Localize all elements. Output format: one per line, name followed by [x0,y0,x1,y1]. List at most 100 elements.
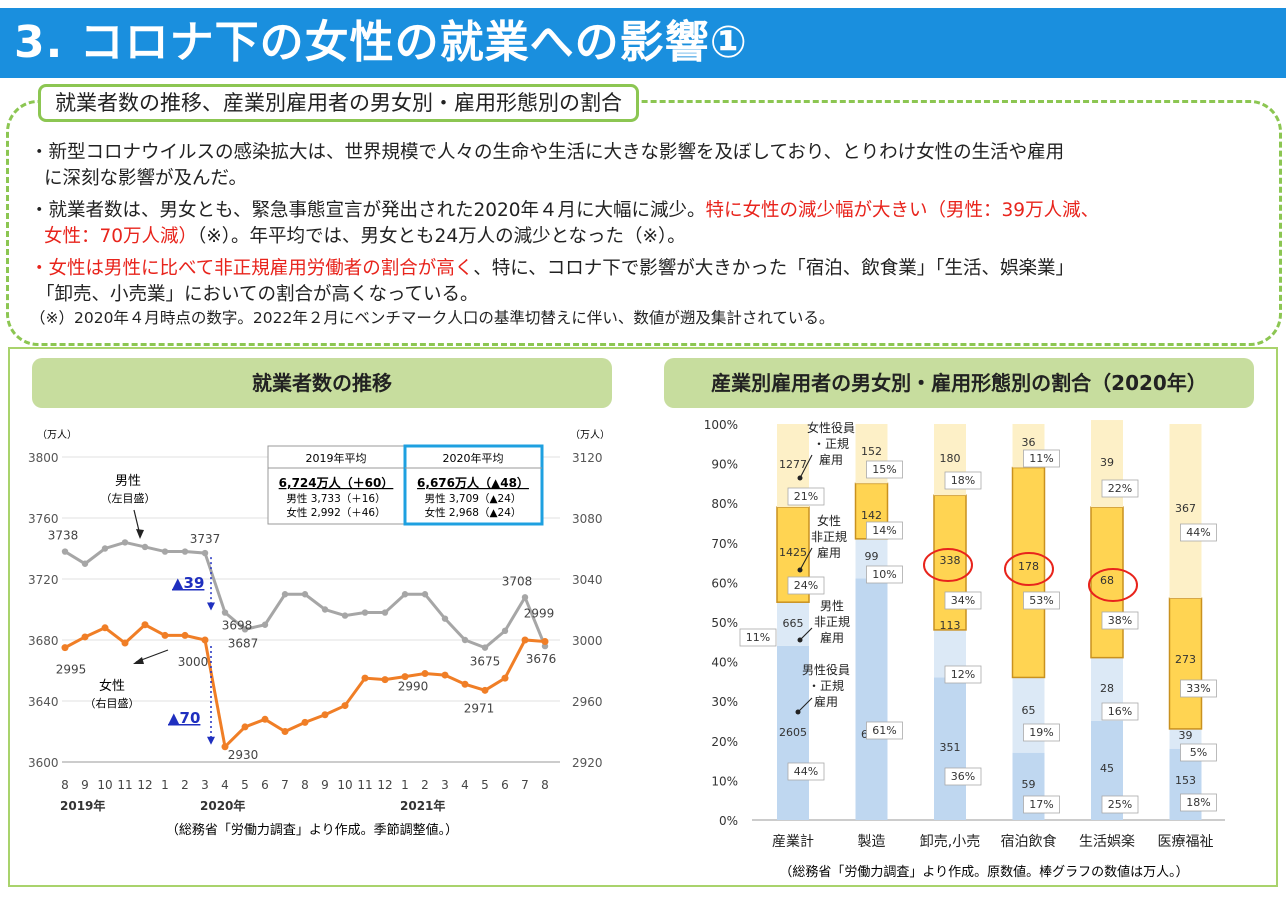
bar-segment-female-nonreg [1011,466,1046,679]
summary-2019-total: 6,724万人（＋60） [279,475,394,490]
bar-y-tick-label: 80% [711,497,738,511]
x-tick-label: 1 [401,778,409,792]
male-callout-arrow [136,529,144,539]
bar-y-tick-label: 20% [711,735,738,749]
y-left-tick-label: 3640 [28,695,59,709]
x-tick-label: 4 [461,778,469,792]
bar-percent-box [944,665,982,684]
x-tick-label: 7 [281,778,289,792]
bar-percent-label: 17% [1029,798,1053,811]
bar-percent-box [739,628,777,647]
series-callout-arrow [797,475,803,481]
y-right-tick-label: 3080 [572,512,603,526]
male-point [121,539,129,546]
male-point [401,591,409,598]
male-data-label: 3737 [190,532,221,546]
male-point [421,591,429,598]
series-callout-line [799,454,813,479]
female-point [181,631,189,639]
x-tick-label: 2 [421,778,429,792]
x-tick-label: 8 [541,778,549,792]
male-point [81,560,89,567]
bar-count-label: 68 [1100,574,1114,587]
female-point [341,702,349,710]
x-tick-label: 8 [301,778,309,792]
x-tick-label: 1 [161,778,169,792]
bar-y-tick-label: 70% [711,537,738,551]
male-point [281,591,289,598]
bar-y-tick-label: 10% [711,774,738,788]
female-point [521,636,529,644]
bar-count-label: 99 [865,550,879,563]
bar-percent-label: 5% [1190,746,1207,759]
title-bar: 3. コロナ下の女性の就業への影響① [0,8,1286,78]
bar-percent-box [1023,723,1060,742]
bar-percent-label: 15% [872,463,896,476]
female-data-label: 2995 [56,663,87,677]
x-tick-label: 9 [321,778,329,792]
x-tick-label: 11 [357,778,372,792]
bar-percent-label: 33% [1186,682,1210,695]
female-data-label: 2999 [524,607,555,621]
male-point [461,636,469,644]
intro-p3-line1: ・女性は男性に比べて非正規雇用労働者の割合が高く、特に、コロナ下で影響が大きかっ… [30,256,1074,281]
bar-y-tick-label: 100% [704,418,738,432]
bar-percent-label: 12% [951,668,975,681]
bar-percent-label: 22% [1108,482,1132,495]
x-tick-label: 9 [81,778,89,792]
y-left-tick-label: 3760 [28,512,59,526]
female-data-label: 3000 [178,655,209,669]
bar-count-label: 36 [1022,436,1036,449]
bar-percent-box [1180,679,1217,698]
summary-2019-male: 男性 3,733（＋16） [286,492,385,505]
intro-box [6,100,1282,346]
bar-count-label: 142 [861,509,882,522]
x-tick-label: 5 [481,778,489,792]
y-right-tick-label: 3120 [572,451,603,465]
female-callout-arrow [133,657,144,664]
female-point [421,670,429,678]
bar-percent-box [866,521,903,540]
bar-percent-label: 25% [1108,798,1132,811]
intro-p1-line1: ・新型コロナウイルスの感染拡大は、世界規模で人々の生命や生活に大きな影響を及ぼし… [30,142,1065,163]
bar-percent-label: 44% [1186,526,1210,539]
bar-count-label: 351 [940,741,961,754]
series-callout-male-nonreg: 雇用 [820,630,844,645]
bar-count-label: 1277 [779,458,807,471]
bar-segment-male-exec [934,677,966,820]
series-callout-arrow [797,567,803,573]
male-data-label: 3698 [222,619,253,633]
male-point [241,626,249,633]
x-tick-label: 12 [137,778,152,792]
series-callout-arrow [795,709,801,715]
summary-2019-head: 2019年平均 [306,451,367,465]
intro-heading: 就業者数の推移、産業別雇用者の男女別・雇用形態別の割合 [38,84,639,122]
bar-y-tick-label: 30% [711,695,738,709]
intro-p3-line2: 「卸売、小売業」においての割合が高くなっている。 [36,284,479,305]
female-point [301,718,309,726]
male-point [501,627,509,635]
summary-2020-head: 2020年平均 [443,451,504,465]
female-drop-label: ▲70 [168,709,200,727]
x-tick-label: 3 [441,778,449,792]
female-point [221,743,229,751]
intro-note: （※）2020年４月時点の数字。2022年２月にベンチマーク人口の基準切替えに伴… [30,309,835,327]
bar-y-tick-label: 50% [711,616,738,630]
bar-percent-box [787,487,825,506]
bar-count-label: 152 [861,445,882,458]
bar-percent-label: 24% [794,579,818,592]
male-data-label: 3738 [48,529,79,543]
male-point [361,609,369,616]
series-callout-male-exec: ・正規 [808,678,844,693]
highlight-circle [1088,568,1138,602]
female-point [321,711,329,719]
x-tick-label: 8 [61,778,69,792]
series-callout-female-exec: 雇用 [819,452,843,467]
charts-panel [8,347,1278,887]
bar-percent-box [944,767,982,786]
male-data-label: 3675 [470,655,501,669]
female-point [101,624,109,632]
bar-category-label: 生活娯楽 [1079,834,1135,850]
male-series-sub: （左目盛） [101,491,156,505]
